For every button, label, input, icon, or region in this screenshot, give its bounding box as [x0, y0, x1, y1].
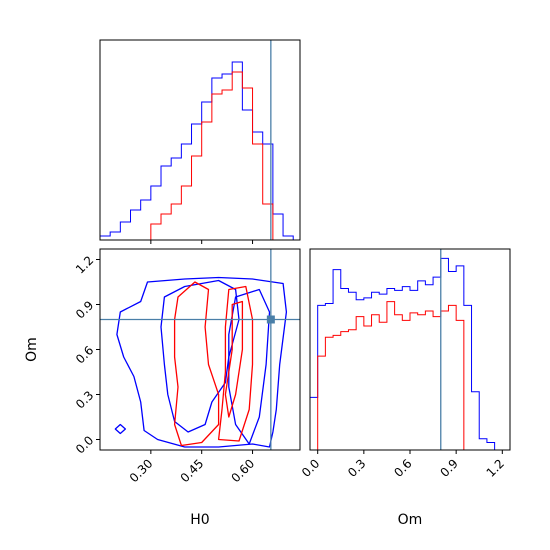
x-tick-label: 1.2 — [484, 456, 507, 479]
y-tick-label: 0.3 — [73, 388, 96, 411]
blue-contour — [116, 276, 288, 448]
panel-om-marginal: 0.0 0.3 0.6 0.9 1.2 Om — [299, 248, 511, 528]
red-histogram — [310, 301, 495, 451]
red-contour — [217, 285, 254, 442]
y-tick-label: 0.9 — [73, 298, 96, 321]
x-axis-label: Om — [398, 512, 423, 528]
x-tick-label: 0.60 — [228, 456, 257, 485]
blue-contour — [160, 279, 240, 433]
blue-histogram — [309, 257, 496, 450]
panel-h0-om-contour: 0.30 0.45 0.60 0.0 0.3 0.6 0.9 1.2 H0 Om — [24, 248, 301, 528]
blue-histogram — [99, 61, 294, 240]
y-axis-label: Om — [24, 337, 40, 362]
x-tick-label: 0.6 — [391, 456, 414, 479]
y-tick-label: 0.0 — [73, 433, 96, 456]
x-tick-label: 0.9 — [437, 456, 460, 479]
y-tick-label: 0.6 — [73, 343, 96, 366]
x-tick-label: 0.45 — [178, 456, 207, 485]
panel-h0-marginal — [99, 39, 301, 244]
truth-marker — [266, 315, 275, 324]
y-tick-label: 1.2 — [73, 253, 96, 276]
blue-contour — [114, 423, 127, 435]
x-tick-label: 0.0 — [299, 456, 322, 479]
red-contour — [173, 281, 220, 447]
x-tick-label: 0.30 — [127, 456, 156, 485]
panel-frame — [99, 39, 301, 241]
panel-frame — [309, 248, 511, 451]
red-contour — [224, 300, 244, 418]
x-axis-label: H0 — [190, 512, 209, 528]
x-tick-label: 0.3 — [345, 456, 368, 479]
blue-contour — [228, 288, 271, 445]
red-histogram — [100, 71, 294, 241]
panel-frame — [99, 248, 301, 451]
